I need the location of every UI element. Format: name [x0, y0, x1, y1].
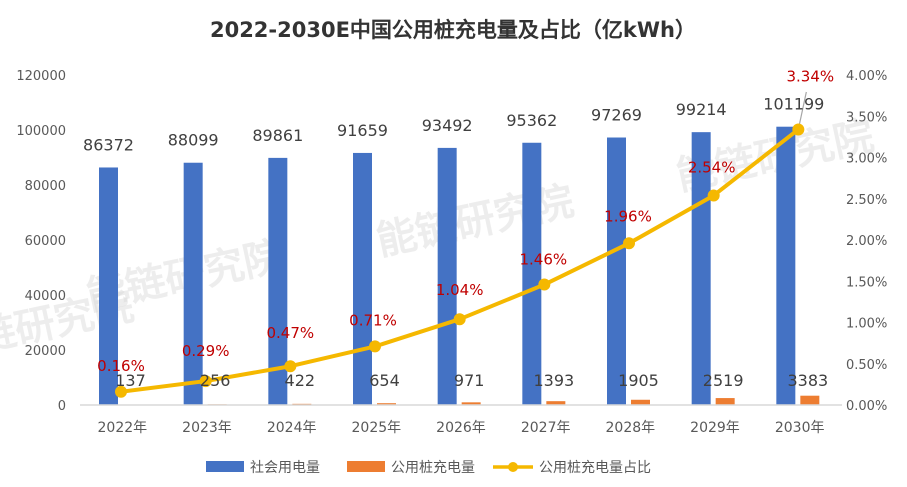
- bar-public-charging: [715, 398, 735, 405]
- ratio-value-label: 0.47%: [267, 324, 315, 342]
- ratio-point: [199, 375, 212, 388]
- bar-value-label-charging: 2519: [703, 371, 744, 390]
- category-label: 2023年: [182, 420, 232, 436]
- left-axis-tick-label: 120000: [16, 69, 66, 84]
- bar-public-charging: [631, 399, 650, 405]
- ratio-point: [538, 278, 551, 291]
- ratio-point: [707, 189, 720, 202]
- left-axis-tick-label: 100000: [16, 124, 66, 139]
- legend-swatch: [347, 461, 385, 472]
- bar-social-power: [268, 157, 288, 405]
- legend-label: 社会用电量: [250, 460, 320, 476]
- category-label: 2027年: [521, 420, 571, 436]
- leader-line: [797, 91, 807, 130]
- bar-value-label-charging: 3383: [787, 371, 828, 390]
- bar-value-label-social: 93492: [422, 116, 473, 135]
- ratio-value-label: 1.46%: [520, 251, 568, 269]
- ratio-point: [369, 340, 381, 353]
- left-axis-ticks: 0 20000 40000 60000 80000 100000 120000: [16, 69, 66, 414]
- bar-value-label-social: 91659: [337, 121, 388, 140]
- bar-value-label-social: 88099: [168, 131, 219, 150]
- bar-value-label-charging: 256: [200, 371, 231, 390]
- bar-public-charging: [800, 395, 820, 405]
- bar-value-label-social: 86372: [83, 135, 134, 154]
- ratio-value-label: 0.29%: [182, 342, 230, 360]
- right-axis-tick-label: 0.50%: [846, 358, 887, 373]
- bar-social-power: [183, 162, 203, 405]
- category-label: 2030年: [775, 420, 825, 436]
- bar-value-label-charging: 137: [115, 371, 146, 390]
- bar-value-label-charging: 1905: [618, 371, 659, 390]
- category-label: 2024年: [267, 420, 317, 436]
- bar-value-label-social: 99214: [676, 100, 727, 119]
- bar-social-power: [353, 152, 372, 405]
- ratio-point: [623, 237, 635, 250]
- left-axis-tick-label: 80000: [25, 179, 66, 194]
- left-axis-tick-label: 60000: [25, 234, 66, 249]
- bars: [99, 126, 820, 406]
- ratio-value-label: 3.34%: [787, 67, 835, 85]
- bar-value-label-charging: 1393: [533, 371, 574, 390]
- ratio-value-label: 1.96%: [604, 207, 652, 225]
- bar-value-label-charging: 971: [454, 371, 485, 390]
- bar-value-label-social: 97269: [591, 106, 642, 125]
- bar-social-power: [522, 142, 542, 405]
- bar-value-label-social: 89861: [252, 126, 303, 145]
- category-labels: 2022年 2023年 2024年 2025年 2026年 2027年 2028年 2029年…: [98, 420, 825, 436]
- ratio-point: [284, 360, 297, 373]
- right-axis-tick-label: 0.00%: [846, 399, 887, 414]
- bar-public-charging: [377, 403, 396, 405]
- right-axis-tick-label: 4.00%: [846, 69, 887, 84]
- chart-title: 2022-2030E中国公用桩充电量及占比（亿kWh）: [210, 18, 696, 42]
- data-labels: 86372 88099 89861 91659 93492 95362 97269 99214…: [83, 67, 834, 390]
- bar-value-label-social: 95362: [506, 111, 557, 130]
- category-label: 2028年: [606, 420, 656, 436]
- right-axis-ticks: 0.00% 0.50% 1.00% 1.50% 2.00% 2.50% 3.00% 3.50%…: [846, 69, 887, 414]
- bar-value-label-charging: 422: [285, 371, 316, 390]
- ratio-value-label: 0.71%: [349, 311, 397, 329]
- legend-marker: [508, 462, 518, 472]
- right-axis-tick-label: 2.00%: [846, 234, 887, 249]
- bar-value-label-social: 101199: [763, 95, 824, 114]
- category-label: 2025年: [352, 420, 402, 436]
- bar-social-power: [99, 167, 118, 405]
- legend: 社会用电量 公用桩充电量 公用桩充电量占比: [206, 459, 651, 476]
- legend-label: 公用桩充电量占比: [539, 459, 651, 476]
- legend-swatch: [206, 461, 244, 472]
- ratio-line-layer: [115, 91, 807, 398]
- ratio-value-label: 2.54%: [688, 158, 736, 176]
- right-axis-tick-label: 2.50%: [846, 193, 887, 208]
- ratio-point: [792, 123, 805, 136]
- bar-public-charging: [461, 402, 481, 405]
- ratio-value-label: 0.16%: [97, 357, 145, 375]
- bar-value-label-charging: 654: [369, 371, 400, 390]
- legend-item: 社会用电量: [206, 460, 320, 476]
- bar-social-power: [776, 126, 796, 405]
- category-label: 2022年: [98, 420, 148, 436]
- category-label: 2029年: [690, 420, 740, 436]
- legend-label: 公用桩充电量: [391, 459, 475, 476]
- left-axis-tick-label: 0: [58, 399, 66, 414]
- right-axis-tick-label: 1.00%: [846, 317, 887, 332]
- bar-social-power: [607, 137, 626, 405]
- category-label: 2026年: [436, 420, 486, 436]
- bar-public-charging: [546, 401, 566, 405]
- right-axis-tick-label: 3.00%: [846, 152, 887, 167]
- legend-item: 公用桩充电量占比: [493, 459, 651, 476]
- ratio-point: [115, 385, 127, 398]
- ratio-point: [453, 313, 466, 326]
- bar-social-power: [437, 147, 457, 405]
- right-axis-tick-label: 1.50%: [846, 275, 887, 290]
- legend-item: 公用桩充电量: [347, 459, 475, 476]
- right-axis-tick-label: 3.50%: [846, 110, 887, 125]
- left-axis-tick-label: 40000: [25, 289, 66, 304]
- left-axis-tick-label: 20000: [25, 344, 66, 359]
- ratio-value-label: 1.04%: [436, 281, 484, 299]
